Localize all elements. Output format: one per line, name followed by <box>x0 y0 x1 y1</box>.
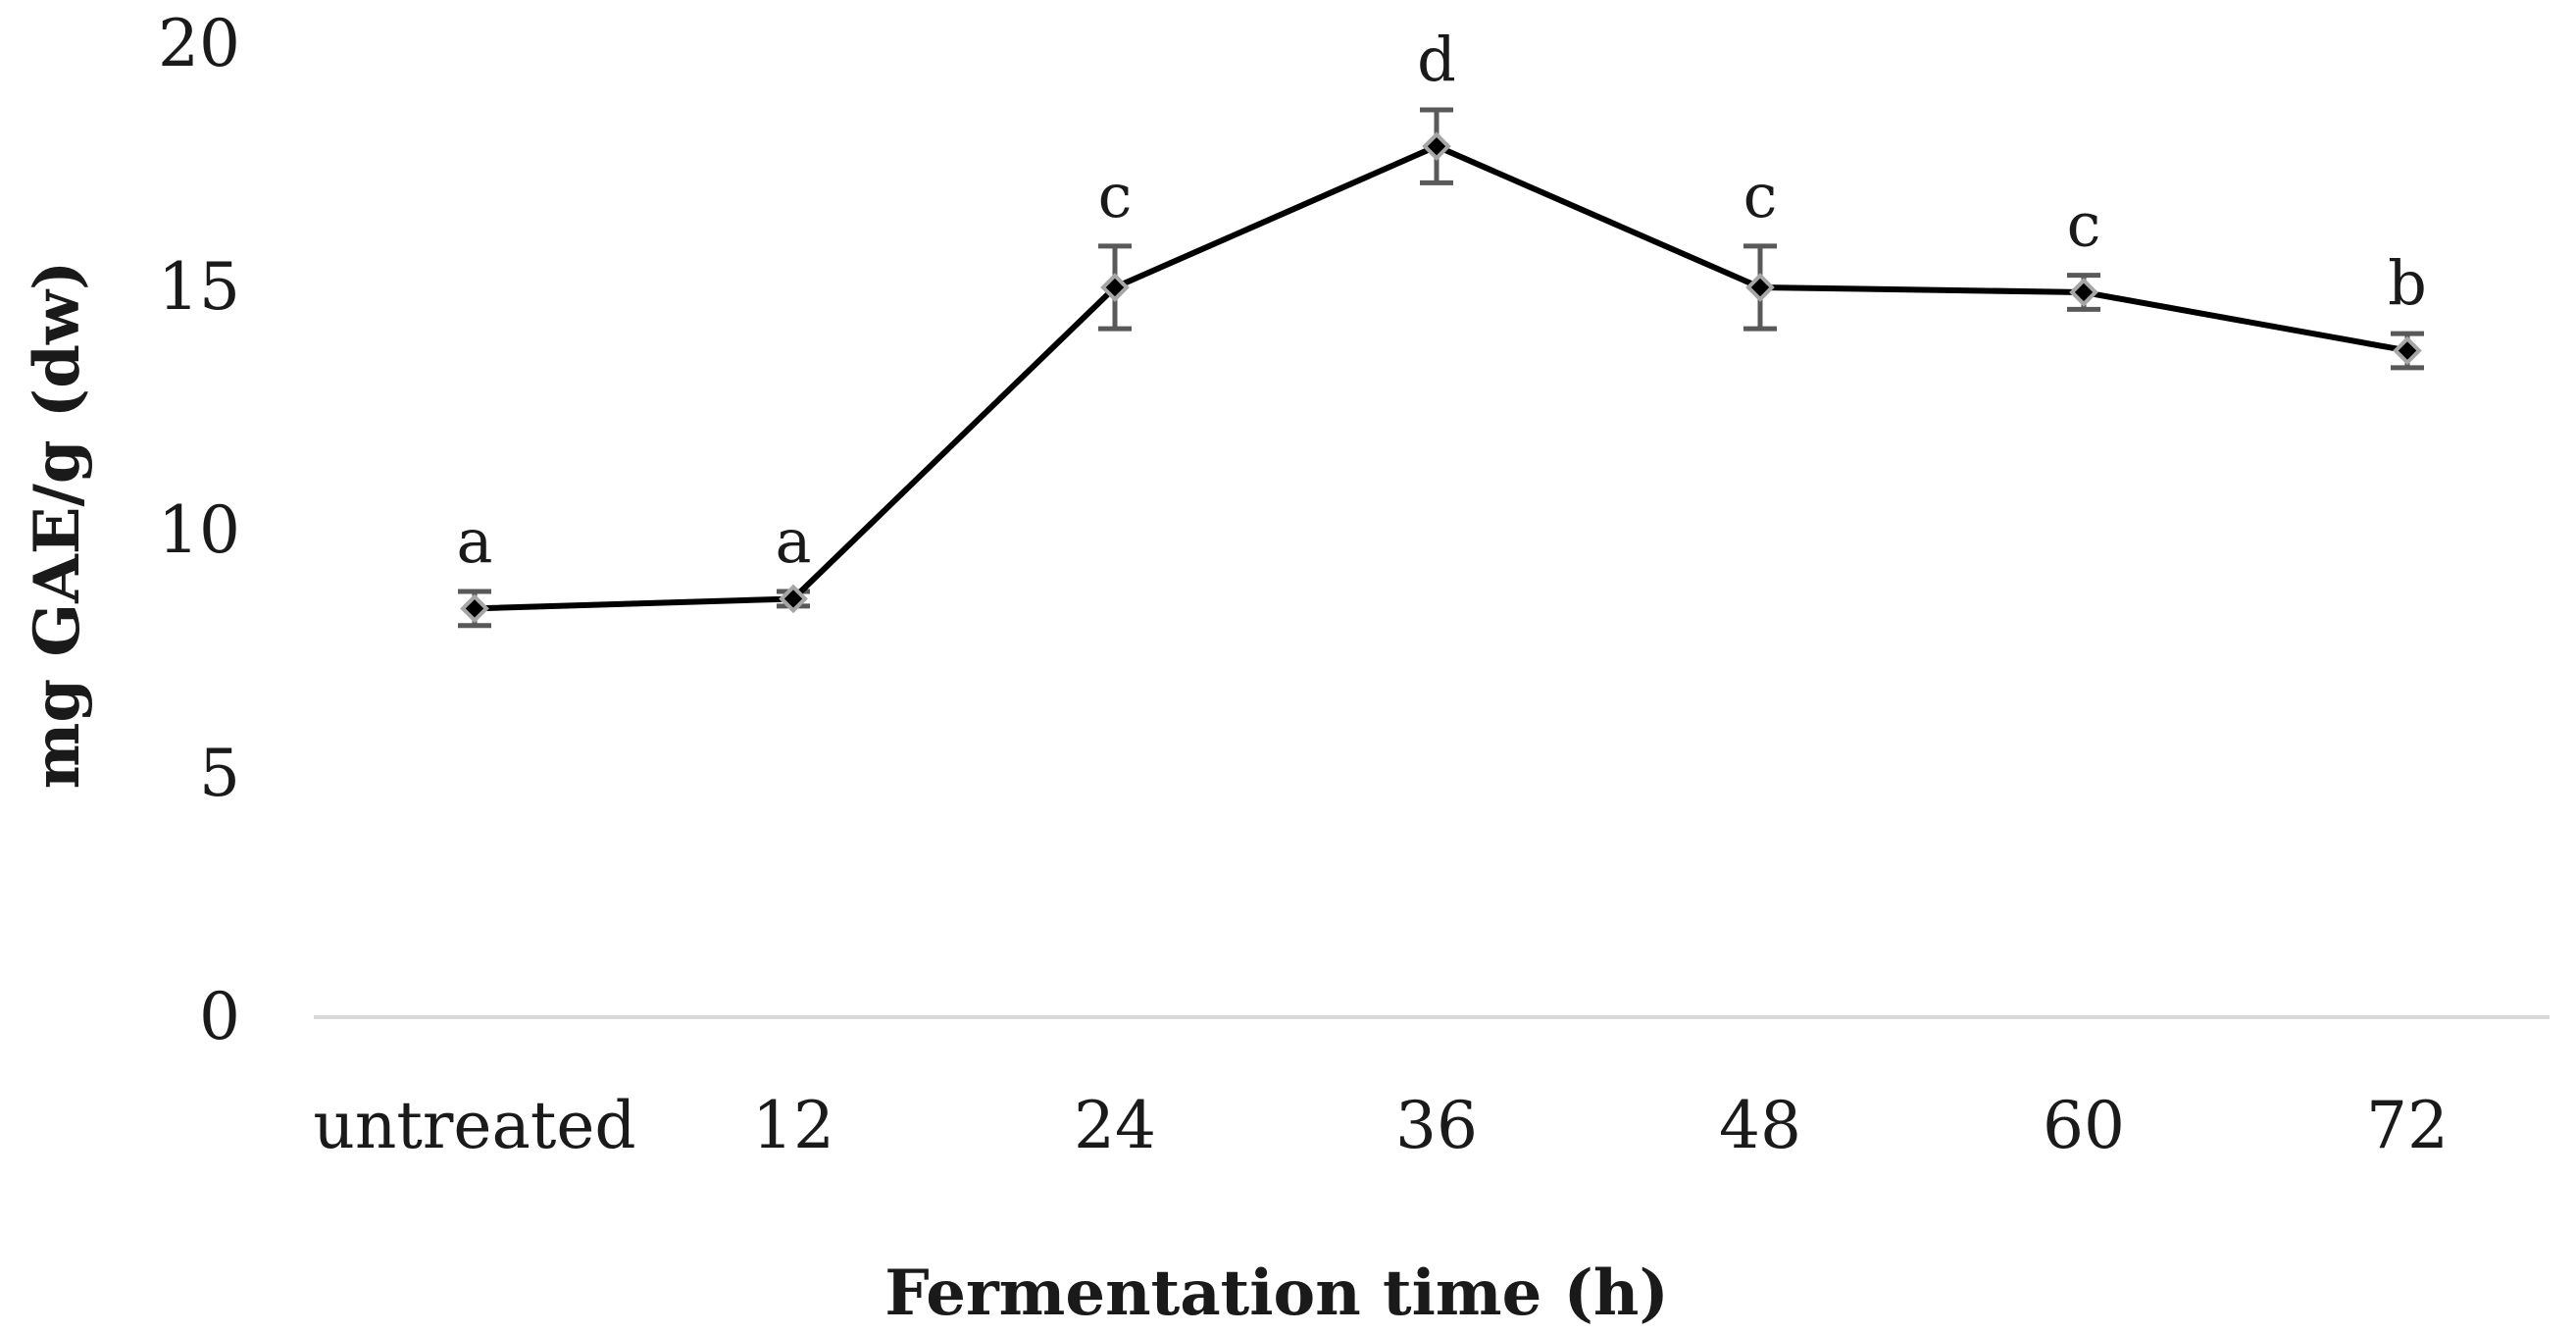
y-tick-label: 10 <box>158 492 240 568</box>
significance-labels: a a c d c c b <box>457 24 2427 577</box>
data-point <box>1745 273 1775 302</box>
x-tick-label: untreated <box>313 1088 635 1163</box>
y-tick-label: 0 <box>199 979 240 1054</box>
y-axis-title: mg GAE/g (dw) <box>21 261 94 790</box>
data-point <box>2069 278 2098 307</box>
y-tick-label: 5 <box>199 736 240 811</box>
x-axis-ticks: untreated 12 24 36 48 60 72 <box>313 1088 2449 1163</box>
x-tick-label: 60 <box>2043 1088 2125 1163</box>
y-tick-label: 20 <box>158 6 240 81</box>
series-line <box>474 143 2408 612</box>
y-tick-label: 15 <box>158 249 240 325</box>
error-bars <box>458 107 2424 629</box>
x-tick-label: 12 <box>752 1088 834 1163</box>
significance-label: c <box>2067 189 2101 261</box>
x-tick-label: 24 <box>1074 1088 1156 1163</box>
data-point <box>1422 131 1451 161</box>
data-point <box>460 593 489 624</box>
significance-label: c <box>1098 160 1133 231</box>
significance-label: b <box>2388 247 2427 319</box>
significance-label: d <box>1417 24 1456 95</box>
data-point <box>779 584 808 614</box>
x-axis-title: Fermentation time (h) <box>884 1257 1668 1330</box>
x-tick-label: 36 <box>1395 1088 1478 1163</box>
data-markers <box>460 131 2422 624</box>
data-point <box>1100 273 1130 302</box>
y-axis-ticks: 0 5 10 15 20 <box>158 6 240 1054</box>
significance-label: c <box>1743 160 1778 231</box>
significance-label: a <box>776 505 812 577</box>
x-tick-label: 48 <box>1719 1088 1801 1163</box>
significance-label: a <box>457 505 493 577</box>
x-tick-label: 72 <box>2366 1088 2449 1163</box>
data-point <box>2393 335 2422 366</box>
